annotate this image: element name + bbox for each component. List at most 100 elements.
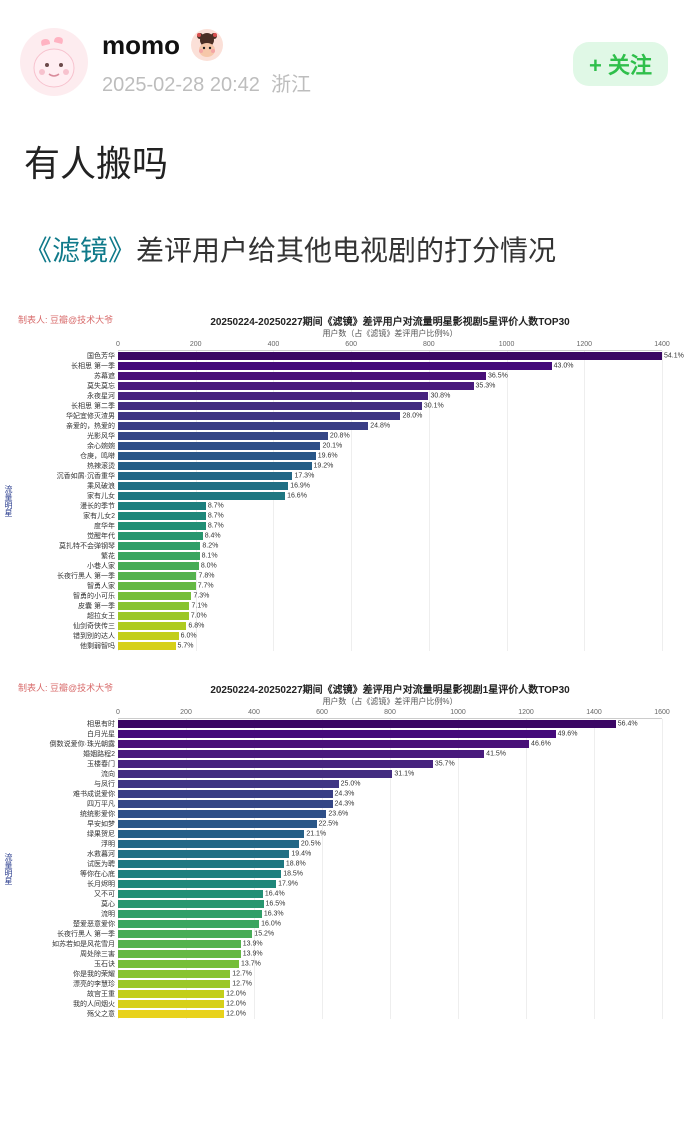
bar-value: 20.8% [328, 432, 350, 439]
bar-value: 19.6% [316, 452, 338, 459]
bar-fill: 8.7% [118, 522, 206, 530]
axis-tick: 800 [423, 341, 435, 348]
bar-value: 8.4% [203, 532, 221, 539]
bar-label: 华妃宜修灭渣男 [23, 411, 118, 421]
bar-label: 苏幕遮 [23, 371, 118, 381]
bar-fill: 15.2% [118, 930, 252, 938]
bar-value: 49.6% [556, 730, 578, 737]
bar-label: 周处除三害 [23, 949, 118, 959]
bar-fill: 30.1% [118, 402, 422, 410]
bar-fill: 7.0% [118, 612, 189, 620]
bar-row: 小巷人家8.0% [118, 561, 662, 571]
bar-row: 早安如梦22.5% [118, 819, 662, 829]
bar-fill: 8.1% [118, 552, 200, 560]
bar-value: 12.0% [224, 1000, 246, 1007]
bar-value: 24.3% [333, 800, 355, 807]
bar-label: 仓庚，鸣啭 [23, 451, 118, 461]
bar-label: 绿果贺尼 [23, 829, 118, 839]
bar-row: 楚爱恶意爱你16.0% [118, 919, 662, 929]
bar-value: 17.9% [276, 880, 298, 887]
bar-value: 13.9% [241, 950, 263, 957]
bar-fill: 16.6% [118, 492, 285, 500]
grid-line [662, 351, 663, 651]
bar-row: 永夜星河30.8% [118, 391, 662, 401]
bar-label: 白月光星 [23, 729, 118, 739]
bar-label: 小巷人家 [23, 561, 118, 571]
bar-row: 亲爱的，热爱的24.8% [118, 421, 662, 431]
bar-value: 8.1% [200, 552, 218, 559]
bar-row: 流向31.1% [118, 769, 662, 779]
axis-tick: 1000 [450, 709, 466, 716]
bar-value: 28.0% [400, 412, 422, 419]
bar-fill: 17.9% [118, 880, 276, 888]
bar-label: 国色芳华 [23, 351, 118, 361]
bar-label: 故宫王重 [23, 989, 118, 999]
bar-row: 又不可16.4% [118, 889, 662, 899]
follow-button[interactable]: + 关注 [573, 42, 668, 86]
username[interactable]: momo [102, 30, 180, 61]
user-badge-icon [190, 28, 224, 62]
bar-label: 楚爱恶意爱你 [23, 919, 118, 929]
bar-value: 16.0% [259, 920, 281, 927]
bar-row: 家有儿女28.7% [118, 511, 662, 521]
bar-fill: 8.0% [118, 562, 199, 570]
bar-label: 永夜星河 [23, 391, 118, 401]
bar-label: 智勇人家 [23, 581, 118, 591]
avatar-icon [24, 32, 84, 92]
bar-fill: 20.1% [118, 442, 320, 450]
bar-row: 婚姻路程241.5% [118, 749, 662, 759]
bar-label: 殇父之意 [23, 1009, 118, 1019]
bar-value: 6.8% [186, 622, 204, 629]
bar-row: 超拉女王7.0% [118, 611, 662, 621]
bar-label: 仙剑奇侠传三 [23, 621, 118, 631]
bar-label: 早安如梦 [23, 819, 118, 829]
bar-value: 30.8% [428, 392, 450, 399]
bar-label: 与凤行 [23, 779, 118, 789]
bar-fill: 19.6% [118, 452, 316, 460]
bar-label: 热辣滚烫 [23, 461, 118, 471]
bar-label: 流明 [23, 909, 118, 919]
bar-row: 四万平凡24.3% [118, 799, 662, 809]
bar-value: 31.1% [392, 770, 414, 777]
chart-1-subtitle: 用户数（占《滤镜》差评用户比例%） [118, 328, 662, 339]
avatar[interactable] [20, 28, 88, 96]
bar-row: 玉石诀13.7% [118, 959, 662, 969]
bar-row: 苏幕遮36.5% [118, 371, 662, 381]
charts-container: 制表人: 豆瓣@技术大爷 20250224-20250227期间《滤镜》差评用户… [0, 285, 690, 1019]
bar-label: 莫失莫忘 [23, 381, 118, 391]
bar-fill: 16.4% [118, 890, 263, 898]
bar-label: 玉石诀 [23, 959, 118, 969]
axis-tick: 1200 [518, 709, 534, 716]
bar-row: 等你在心底18.5% [118, 869, 662, 879]
bar-value: 7.0% [189, 612, 207, 619]
bar-label: 流向 [23, 769, 118, 779]
bar-label: 错到别的达人 [23, 631, 118, 641]
bar-row: 玉楼春门35.7% [118, 759, 662, 769]
bar-value: 24.3% [333, 790, 355, 797]
bar-fill: 7.3% [118, 592, 191, 600]
bar-row: 流明16.3% [118, 909, 662, 919]
bar-label: 沉香如屑·沉香重华 [23, 471, 118, 481]
bar-row: 周处除三害13.9% [118, 949, 662, 959]
bar-label: 度华年 [23, 521, 118, 531]
bar-fill: 18.5% [118, 870, 281, 878]
chart-2: 制表人: 豆瓣@技术大爷 20250224-20250227期间《滤镜》差评用户… [18, 681, 672, 1019]
bar-value: 6.0% [179, 632, 197, 639]
bar-label: 统统影爱你 [23, 809, 118, 819]
bar-label: 长夜行黑人 第一季 [23, 571, 118, 581]
bar-value: 18.8% [284, 860, 306, 867]
bar-row: 他剩弱智吗5.7% [118, 641, 662, 651]
bar-value: 8.7% [206, 522, 224, 529]
bar-value: 21.1% [304, 830, 326, 837]
axis-tick: 400 [248, 709, 260, 716]
bar-label: 浮明 [23, 839, 118, 849]
bar-value: 15.2% [252, 930, 274, 937]
bar-value: 35.7% [433, 760, 455, 767]
axis-tick: 1600 [654, 709, 670, 716]
bar-value: 46.6% [529, 740, 551, 747]
bar-row: 长夜行黑人 第一季15.2% [118, 929, 662, 939]
axis-tick: 600 [345, 341, 357, 348]
bar-label: 长夜行黑人 第一季 [23, 929, 118, 939]
bar-value: 25.0% [339, 780, 361, 787]
axis-tick: 1000 [499, 341, 515, 348]
